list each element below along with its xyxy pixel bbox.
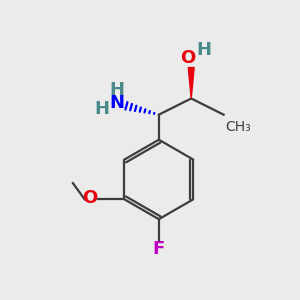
Text: H: H	[196, 41, 211, 59]
Text: O: O	[180, 49, 195, 67]
Polygon shape	[188, 68, 194, 98]
Text: H: H	[110, 81, 124, 99]
Text: H: H	[95, 100, 110, 118]
Text: F: F	[153, 240, 165, 258]
Text: CH₃: CH₃	[225, 120, 251, 134]
Text: N: N	[110, 94, 124, 112]
Text: O: O	[82, 189, 97, 207]
